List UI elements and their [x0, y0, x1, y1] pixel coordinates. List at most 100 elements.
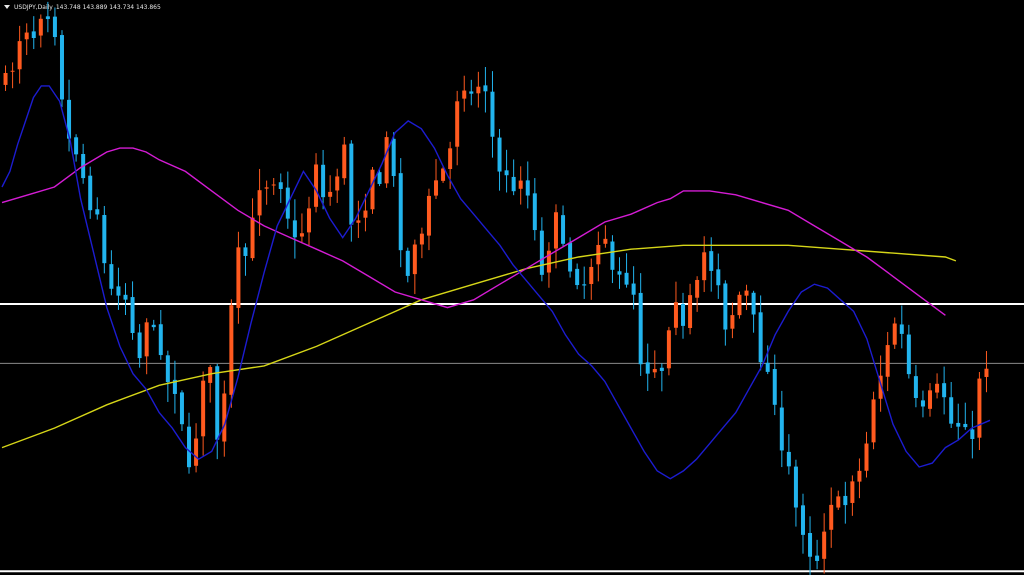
- candle-body: [236, 247, 241, 308]
- candle-body: [970, 429, 975, 439]
- candle-body: [74, 137, 79, 155]
- candle-body: [257, 190, 262, 216]
- candle-body: [899, 324, 904, 334]
- candle-body: [942, 383, 947, 398]
- candle-body: [695, 279, 700, 298]
- candle-body: [137, 332, 142, 359]
- candle-body: [744, 290, 749, 296]
- candle-body: [928, 390, 933, 409]
- candle-body: [702, 252, 707, 281]
- candle-body: [681, 303, 686, 326]
- ma-mid-line: [1, 147, 946, 316]
- candle-body: [476, 86, 481, 94]
- candle-body: [822, 531, 827, 559]
- ma-slow-line: [1, 244, 957, 449]
- candle-body: [504, 170, 509, 176]
- candle-body: [264, 187, 269, 189]
- candle-body: [88, 175, 93, 211]
- candle-body: [455, 101, 460, 147]
- candle-body: [779, 407, 784, 451]
- candle-body: [215, 366, 220, 440]
- candle-body: [363, 210, 368, 218]
- candle-body: [751, 292, 756, 315]
- candle-body: [24, 32, 29, 40]
- candle-body: [758, 312, 763, 363]
- candle-body: [857, 470, 862, 482]
- candle-body: [913, 376, 918, 398]
- candle-body: [243, 247, 248, 256]
- candle-body: [956, 422, 961, 427]
- candle-body: [377, 172, 382, 184]
- candle-body: [194, 438, 199, 466]
- candle-body: [638, 292, 643, 365]
- candle-body: [469, 91, 474, 94]
- candle-body: [885, 345, 890, 377]
- candle-body: [575, 268, 580, 286]
- candle-body: [984, 368, 989, 377]
- candle-body: [222, 393, 227, 442]
- chart-ohlc: 143.748 143.889 143.734 143.865: [55, 3, 161, 11]
- candle-body: [151, 324, 156, 328]
- candle-body: [201, 380, 206, 437]
- candle-body: [95, 209, 100, 215]
- candle-body: [306, 208, 311, 233]
- candle-body: [342, 144, 347, 179]
- candle-body: [10, 70, 15, 72]
- candle-body: [45, 16, 50, 20]
- candle-body: [977, 378, 982, 438]
- candle-body: [398, 173, 403, 251]
- chart-menu-triangle-icon[interactable]: [4, 5, 10, 9]
- candle-body: [786, 451, 791, 467]
- candle-body: [878, 375, 883, 399]
- candle-body: [391, 138, 396, 177]
- candle-body: [109, 264, 114, 289]
- candle-body: [815, 555, 820, 561]
- candle-body: [652, 369, 657, 373]
- candle-body: [673, 302, 678, 328]
- candle-body: [589, 266, 594, 285]
- candle-body: [963, 423, 968, 428]
- candle-body: [793, 466, 798, 508]
- candle-body: [370, 169, 375, 210]
- candle-body: [335, 176, 340, 191]
- candle-body: [737, 294, 742, 316]
- candle-body: [829, 504, 834, 530]
- candle-body: [864, 443, 869, 471]
- candle-body: [709, 251, 714, 271]
- candle-body: [582, 284, 587, 286]
- candle-body: [666, 330, 671, 369]
- candle-body: [130, 297, 135, 333]
- candle-body: [688, 295, 693, 328]
- candle-body: [3, 73, 8, 85]
- candle-body: [412, 244, 417, 275]
- candle-body: [631, 283, 636, 295]
- candle-body: [356, 220, 361, 223]
- candle-body: [483, 85, 488, 92]
- candle-body: [659, 367, 664, 371]
- candle-body: [434, 180, 439, 196]
- candle-body: [314, 164, 319, 207]
- candle-body: [935, 383, 940, 393]
- candle-body: [716, 269, 721, 286]
- candle-body: [532, 193, 537, 231]
- candle-body: [723, 283, 728, 330]
- candle-body: [116, 286, 121, 296]
- candle-body: [645, 362, 650, 374]
- candle-body: [208, 367, 213, 383]
- candle-body: [871, 399, 876, 443]
- candle-body: [511, 176, 516, 192]
- candle-body: [67, 99, 72, 139]
- candle-body: [843, 495, 848, 506]
- candle-body: [772, 369, 777, 405]
- candle-body: [617, 271, 622, 275]
- ma-fast-line: [1, 85, 991, 480]
- candle-body: [292, 220, 297, 238]
- candle-body: [321, 164, 326, 198]
- candle-body: [462, 90, 467, 99]
- candle-body: [144, 322, 149, 357]
- candle-body: [31, 31, 36, 39]
- chart-header: USDJPY,Daily 143.748 143.889 143.734 143…: [4, 1, 161, 13]
- candle-body: [349, 143, 354, 225]
